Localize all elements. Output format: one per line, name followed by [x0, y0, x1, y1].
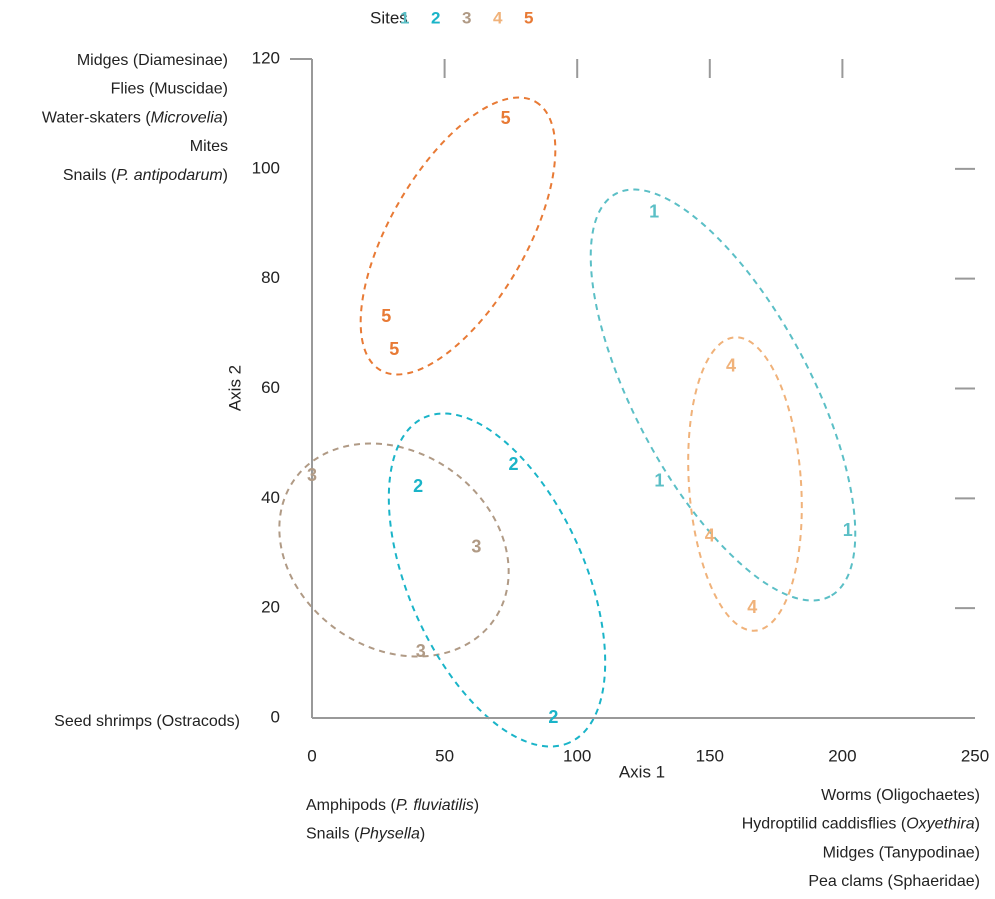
legend-entry: 3 — [462, 8, 471, 27]
point: 4 — [747, 597, 757, 617]
annotation-part: Snails ( — [63, 167, 117, 184]
annotation-part: ) — [223, 167, 228, 184]
y-tick-label: 100 — [252, 158, 280, 177]
annotation-part: Hydroptilid caddisflies ( — [742, 816, 907, 833]
legend-entry: 1 — [400, 8, 409, 27]
annotation: Water-skaters (Microvelia) — [42, 110, 228, 127]
annotation-part: Flies (Muscidae) — [111, 81, 228, 98]
annotation: Mites — [190, 138, 228, 155]
ellipse — [687, 336, 803, 632]
annotation-part: P. antipodarum — [116, 167, 222, 184]
annotation: Midges (Diamesinae) — [77, 52, 228, 69]
annotation-part: Microvelia — [151, 110, 223, 127]
point: 2 — [509, 454, 519, 474]
annotation: Flies (Muscidae) — [111, 81, 228, 98]
point: 1 — [649, 202, 659, 222]
point: 5 — [501, 108, 511, 128]
annotation: Hydroptilid caddisflies (Oxyethira) — [742, 816, 980, 833]
x-tick-label: 150 — [696, 746, 724, 765]
annotation-part: Physella — [359, 826, 420, 843]
point: 5 — [389, 339, 399, 359]
point: 3 — [307, 465, 317, 485]
annotation-part: Midges (Tanypodinae) — [823, 845, 980, 862]
legend-title: Sites — [370, 8, 408, 27]
x-tick-label: 0 — [307, 746, 316, 765]
ellipse — [387, 412, 607, 748]
annotation-part: P. fluviatilis — [396, 797, 474, 814]
annotation-part: Oxyethira — [906, 816, 975, 833]
point: 2 — [548, 707, 558, 727]
point: 4 — [705, 526, 715, 546]
legend-entry: 2 — [431, 8, 440, 27]
y-tick-label: 80 — [261, 268, 280, 287]
annotation-part: Amphipods ( — [306, 797, 396, 814]
y-tick-label: 20 — [261, 598, 280, 617]
x-tick-label: 50 — [435, 746, 454, 765]
annotation-part: Water-skaters ( — [42, 110, 151, 127]
annotation-part: Pea clams (Sphaeridae) — [808, 873, 980, 890]
y-tick-label: 60 — [261, 378, 280, 397]
point: 4 — [726, 355, 736, 375]
y-tick-label: 120 — [252, 48, 280, 67]
annotation: Midges (Tanypodinae) — [823, 845, 980, 862]
annotation-part: ) — [223, 110, 228, 127]
annotation-part: Worms (Oligochaetes) — [821, 787, 980, 804]
annotation: Snails (P. antipodarum) — [63, 167, 228, 184]
legend-entry: 4 — [493, 8, 503, 27]
annotation-part: Seed shrimps (Ostracods) — [54, 713, 240, 730]
point: 1 — [843, 520, 853, 540]
ellipse — [278, 442, 510, 658]
annotation-part: ) — [975, 816, 980, 833]
annotation: Amphipods (P. fluviatilis) — [306, 797, 479, 814]
annotation: Snails (Physella) — [306, 826, 425, 843]
point: 1 — [654, 471, 664, 491]
annotation-part: ) — [420, 826, 425, 843]
ellipses — [278, 96, 857, 748]
annotation-part: Midges (Diamesinae) — [77, 52, 228, 69]
point: 3 — [416, 641, 426, 661]
annotation: Worms (Oligochaetes) — [821, 787, 980, 804]
point: 2 — [413, 476, 423, 496]
annotation-part: Snails ( — [306, 826, 360, 843]
y-tick-label: 0 — [271, 707, 280, 726]
annotation: Seed shrimps (Ostracods) — [54, 713, 240, 730]
ellipse — [359, 96, 557, 376]
ellipse — [589, 188, 857, 602]
annotation: Pea clams (Sphaeridae) — [808, 873, 980, 890]
x-tick-label: 100 — [563, 746, 591, 765]
x-tick-label: 200 — [828, 746, 856, 765]
legend-entry: 5 — [524, 8, 533, 27]
x-tick-label: 250 — [961, 746, 989, 765]
annotation-part: Mites — [190, 138, 228, 155]
annotation-part: ) — [474, 797, 479, 814]
y-axis-label: Axis 2 — [225, 365, 244, 411]
point: 3 — [471, 537, 481, 557]
point: 5 — [381, 306, 391, 326]
y-tick-label: 40 — [261, 488, 280, 507]
x-axis-label: Axis 1 — [619, 762, 665, 781]
